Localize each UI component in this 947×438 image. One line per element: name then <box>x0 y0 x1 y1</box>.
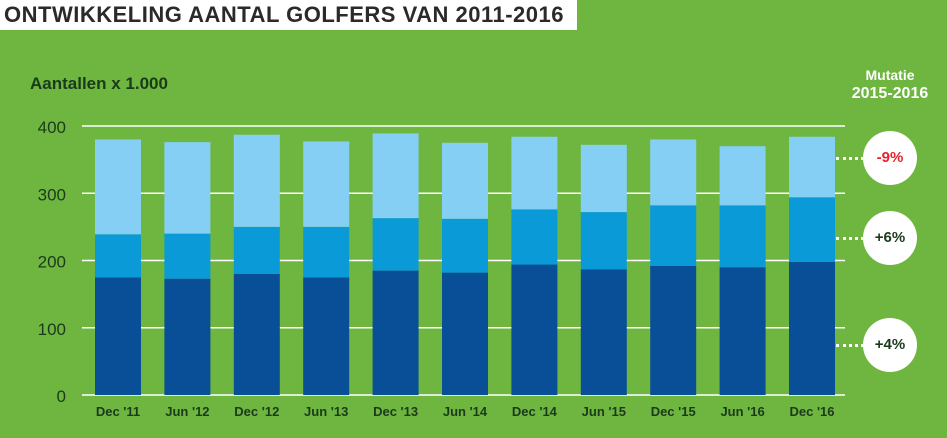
x-tick-label-6: Jun '14 <box>443 404 488 419</box>
bar-segment-1-10 <box>719 267 766 395</box>
bar-segment-2-7 <box>511 209 558 265</box>
x-tick-label-11: Dec '16 <box>789 404 834 419</box>
bar-segment-3-8 <box>580 144 627 213</box>
bar-segment-2-5 <box>372 218 419 271</box>
x-tick-label-2: Jun '12 <box>165 404 209 419</box>
x-tick-label-1: Dec '11 <box>96 404 140 419</box>
bar-segment-3-4 <box>303 141 350 227</box>
x-tick-label-8: Jun '15 <box>582 404 626 419</box>
bar-segment-2-9 <box>650 205 697 266</box>
bar-segment-3-1 <box>95 139 141 235</box>
bar-segment-3-10 <box>719 146 766 206</box>
mutation-header: Mutatie 2015-2016 <box>838 66 942 104</box>
bar-segment-2-3 <box>233 226 280 274</box>
y-tick-label-4: 400 <box>38 118 66 137</box>
bar-segment-1-4 <box>303 277 350 395</box>
bar-segment-1-8 <box>580 269 627 395</box>
mutation-leader-1 <box>836 157 864 161</box>
bar-segment-3-6 <box>442 142 488 219</box>
x-tick-label-3: Dec '12 <box>234 404 279 419</box>
bar-segment-1-11 <box>789 261 835 395</box>
bar-segment-1-9 <box>650 265 697 395</box>
bar-segment-2-11 <box>789 197 835 262</box>
bar-segment-1-6 <box>442 272 488 395</box>
bar-segment-3-2 <box>164 142 211 234</box>
y-tick-label-0: 0 <box>57 387 66 406</box>
bar-segment-2-10 <box>719 205 766 268</box>
mutation-header-line2: 2015-2016 <box>851 85 929 102</box>
bar-segment-1-7 <box>511 264 558 395</box>
y-tick-label-3: 300 <box>38 185 66 204</box>
mutation-badge-2: +6% <box>863 210 917 265</box>
mutation-badge-1: -9% <box>863 131 917 186</box>
bar-segment-3-5 <box>372 133 419 219</box>
x-tick-label-7: Dec '14 <box>512 404 558 419</box>
mutation-header-line1: Mutatie <box>865 67 915 83</box>
y-tick-label-1: 100 <box>38 320 66 339</box>
x-tick-label-9: Dec '15 <box>651 404 696 419</box>
y-tick-label-2: 200 <box>38 253 66 272</box>
mutation-badge-3: +4% <box>863 318 917 373</box>
bar-segment-3-11 <box>789 136 835 198</box>
bar-segment-1-5 <box>372 270 419 395</box>
bar-segment-2-1 <box>95 234 141 278</box>
bar-segment-2-6 <box>442 218 488 273</box>
x-tick-label-5: Dec '13 <box>373 404 418 419</box>
bar-segment-2-2 <box>164 233 211 279</box>
chart-title: ONTWIKKELING AANTAL GOLFERS VAN 2011-201… <box>4 2 564 27</box>
x-tick-label-10: Jun '16 <box>720 404 764 419</box>
bar-segment-1-3 <box>233 273 280 395</box>
mutation-leader-3 <box>836 344 864 348</box>
bar-segment-3-7 <box>511 136 558 210</box>
bar-segment-3-9 <box>650 139 697 206</box>
title-box: ONTWIKKELING AANTAL GOLFERS VAN 2011-201… <box>0 0 577 30</box>
bar-segment-2-4 <box>303 226 350 278</box>
bar-segment-1-1 <box>95 277 141 395</box>
bar-segment-1-2 <box>164 278 211 395</box>
bar-segment-2-8 <box>580 212 627 270</box>
bar-segment-3-3 <box>233 134 280 227</box>
mutation-leader-2 <box>836 236 864 240</box>
y-axis-label: Aantallen x 1.000 <box>30 74 168 93</box>
x-tick-label-4: Jun '13 <box>304 404 348 419</box>
